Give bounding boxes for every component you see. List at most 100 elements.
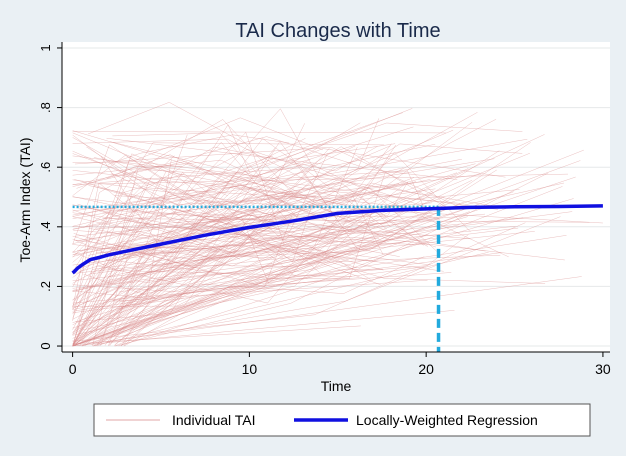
individual-tai-line xyxy=(72,246,338,347)
individual-tai-line xyxy=(76,172,457,342)
x-tick-label: 0 xyxy=(69,361,77,377)
individual-tai-line xyxy=(72,163,509,258)
individual-tai-line xyxy=(72,131,446,134)
individual-tai-line xyxy=(72,143,392,267)
individual-tai-line xyxy=(72,150,500,306)
individual-tai-line xyxy=(100,156,468,267)
legend-label-regression: Locally-Weighted Regression xyxy=(356,412,538,428)
reference-lines xyxy=(72,205,441,352)
individual-tai-line xyxy=(72,182,565,292)
individual-tai-line xyxy=(95,217,429,285)
y-tick-label: .6 xyxy=(38,162,53,173)
individual-tai-line xyxy=(76,207,235,306)
individual-tai-line xyxy=(72,142,385,273)
individual-tai-line xyxy=(93,157,312,200)
individual-tai-line xyxy=(72,179,400,203)
individual-tai-line xyxy=(72,235,567,312)
individual-tai-line xyxy=(72,159,565,261)
individual-tai-line xyxy=(108,134,290,165)
individual-tai-line xyxy=(123,176,498,347)
individual-tai-line xyxy=(72,266,425,314)
individual-tai-line xyxy=(83,146,378,229)
individual-tai-line xyxy=(72,148,506,256)
y-tick-label: .8 xyxy=(38,102,53,113)
individual-tai-line xyxy=(72,126,414,200)
y-tick-label: 1 xyxy=(38,44,53,51)
individual-tai-line xyxy=(72,205,440,347)
individual-tai-line xyxy=(88,124,250,205)
individual-tai-line xyxy=(72,108,413,227)
individual-tai-line xyxy=(72,232,546,309)
y-tick-label: .4 xyxy=(38,221,53,232)
legend-label-individual: Individual TAI xyxy=(172,412,256,428)
regression-line-path xyxy=(71,204,603,275)
individual-tai-line xyxy=(107,216,561,343)
individual-tai-line xyxy=(109,122,523,347)
chart-title: TAI Changes with Time xyxy=(235,20,440,42)
individual-tai-line xyxy=(72,187,303,347)
individual-tai-line xyxy=(72,180,252,253)
individual-tai-line xyxy=(72,251,352,277)
individual-tai-line xyxy=(72,132,405,277)
individual-tai-line xyxy=(110,141,357,202)
individual-tai-line xyxy=(72,141,415,301)
individual-tai-line xyxy=(106,137,458,180)
individual-tai-line xyxy=(118,142,531,310)
individual-tai-line xyxy=(72,173,185,288)
individual-tai-line xyxy=(99,167,358,250)
individual-tai-line xyxy=(72,325,361,345)
individual-tai-line xyxy=(95,122,473,347)
individual-tai-line xyxy=(72,244,226,326)
individual-tai-line xyxy=(72,160,581,347)
individual-tai-line xyxy=(102,218,590,223)
individual-tai-line xyxy=(74,179,400,257)
x-tick-label: 30 xyxy=(595,361,611,377)
individual-tai-line xyxy=(74,146,465,210)
individual-tai-line xyxy=(76,143,396,219)
individual-tai-line xyxy=(88,182,422,252)
legend: Individual TAI Locally-Weighted Regressi… xyxy=(93,403,591,437)
individual-tai-line xyxy=(92,155,274,347)
individual-tai-line xyxy=(72,245,444,347)
individual-tai-line xyxy=(93,251,489,347)
individual-tai-line xyxy=(72,276,582,347)
x-tick-label: 20 xyxy=(418,361,434,377)
individual-tai-line xyxy=(72,199,331,335)
y-axis-label: Toe-Arm Index (TAI) xyxy=(17,138,33,263)
individual-tai-line xyxy=(72,222,526,342)
individual-tai-line xyxy=(106,165,183,180)
individual-tai-line xyxy=(81,181,417,347)
y-tick-label: .2 xyxy=(38,281,53,292)
regression-line xyxy=(71,204,603,275)
individual-tai-line xyxy=(72,204,524,240)
individual-tai-line xyxy=(123,134,545,347)
individual-tai-line xyxy=(72,205,353,229)
individual-tai-line xyxy=(72,122,361,212)
individual-tai-line xyxy=(72,196,381,286)
x-axis-label: Time xyxy=(321,378,352,394)
individual-tai-line xyxy=(102,174,482,323)
individual-tai-line xyxy=(72,272,452,329)
individual-tai-line xyxy=(72,176,576,347)
individual-tai-line xyxy=(122,256,330,338)
individual-tai-line xyxy=(72,243,220,335)
x-tick-label: 10 xyxy=(242,361,258,377)
axis-ticks: 0.2.4.6.810 10 20 30 xyxy=(38,44,611,377)
individual-tai-line xyxy=(92,147,330,347)
individual-tai-line xyxy=(113,112,478,337)
individual-tai-line xyxy=(97,145,356,272)
individual-tai-line xyxy=(72,149,427,263)
individual-tai-line xyxy=(72,262,273,347)
individual-tai-line xyxy=(72,222,378,293)
individual-tai-line xyxy=(72,158,495,347)
individual-tai-line xyxy=(72,297,184,339)
individual-tai-line xyxy=(72,138,461,204)
individual-tai-line xyxy=(72,253,217,347)
individual-tai-line xyxy=(72,138,528,219)
individual-tai-line xyxy=(72,231,535,281)
individual-tai-line xyxy=(114,201,465,347)
individual-tai-line xyxy=(72,218,440,266)
individual-tai-line xyxy=(91,149,584,345)
y-tick-label: 0 xyxy=(38,342,53,349)
individual-tai-line xyxy=(85,112,403,347)
